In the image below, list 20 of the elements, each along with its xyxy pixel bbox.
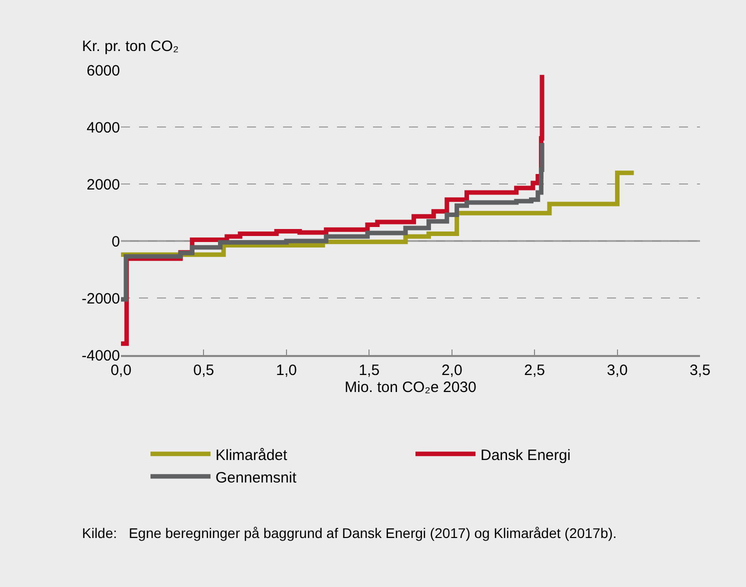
- x-tick-label: 2,0: [441, 362, 462, 379]
- y-tick-label: 0: [112, 233, 120, 250]
- x-tick-label: 3,0: [606, 362, 628, 379]
- y-tick-label: -2000: [82, 290, 120, 308]
- legend-label: Dansk Energi: [480, 446, 571, 464]
- x-tick-label: 0,0: [110, 362, 132, 379]
- y-tick-label: 6000: [86, 62, 120, 80]
- y-axis-title: Kr. pr. ton CO₂: [82, 38, 179, 55]
- x-axis-title: Mio. ton CO₂e 2030: [344, 378, 476, 396]
- y-tick-label: 4000: [86, 119, 120, 136]
- x-tick-label: 1,0: [276, 362, 297, 379]
- y-tick-label: 2000: [86, 176, 120, 194]
- x-tick-label: 2,5: [524, 362, 545, 379]
- x-tick-label: 1,5: [358, 362, 380, 379]
- x-tick-label: 0,5: [193, 362, 214, 379]
- x-tick-label: 3,5: [690, 362, 710, 379]
- text: Kilde: Egne beregninger på baggrund af Dansk Energi (2017) og Klimarådet (2017b).: [82, 525, 617, 541]
- legend-label: Klimarådet: [216, 446, 288, 464]
- y-tick-label: -4000: [82, 347, 120, 364]
- legend-label: Gennemsnit: [216, 469, 298, 486]
